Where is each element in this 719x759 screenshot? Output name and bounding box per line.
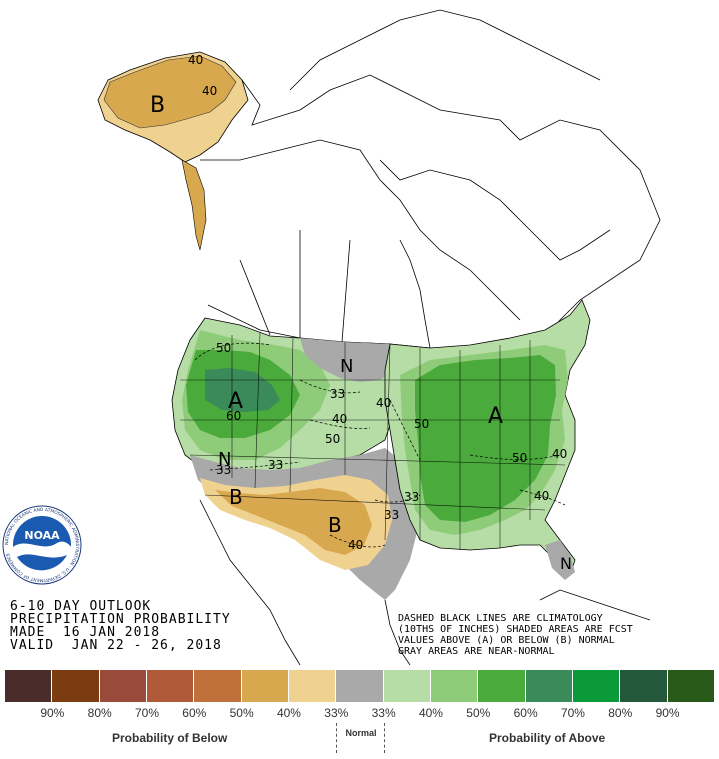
- legend-percent-labels: 90% 80% 70% 60% 50% 40% 33% 33% 40% 50% 60% 70% 80% 9…: [5, 706, 715, 720]
- legend-normal-label: Normal: [345, 728, 377, 738]
- legend-percent: 33%: [324, 706, 349, 720]
- legend-swatch: [572, 670, 621, 702]
- noaa-logo-text: NOAA: [24, 529, 60, 542]
- map-labels: B 40 40 50 A 60 N 33 40 50 N 33 33 B B 4…: [150, 53, 572, 573]
- product-made-date: MADE 16 JAN 2018: [10, 625, 161, 640]
- legend-percent: 60%: [513, 706, 538, 720]
- west-60-label: 60: [226, 409, 241, 423]
- legend-swatch: [146, 670, 195, 702]
- product-title-line-2: PRECIPITATION PROBABILITY: [10, 612, 231, 627]
- se-40-label: 40: [534, 489, 549, 503]
- mw-40-label: 40: [376, 396, 391, 410]
- legend-percent: 80%: [87, 706, 112, 720]
- legend-swatch: [52, 670, 100, 702]
- sw-33-label-2: 33: [268, 458, 283, 472]
- precipitation-outlook-map: B 40 40 50 A 60 N 33 40 50 N 33 33 B B 4…: [2, 9, 661, 665]
- east-40-label: 40: [552, 447, 567, 461]
- legend-percent: 50%: [466, 706, 491, 720]
- legend-swatch: [336, 670, 384, 702]
- note-line: GRAY AREAS ARE NEAR-NORMAL: [398, 646, 555, 657]
- legend-swatch: [383, 670, 431, 702]
- legend-swatch: [430, 670, 479, 702]
- legend-percent: 40%: [418, 706, 443, 720]
- tx-33-label-1: 33: [384, 508, 399, 522]
- note-line: VALUES ABOVE (A) OR BELOW (B) NORMAL: [398, 635, 615, 646]
- legend-swatch: [667, 670, 715, 702]
- legend-percent: 40%: [276, 706, 301, 720]
- legend-percent: 70%: [560, 706, 585, 720]
- legend-swatch: [194, 670, 242, 702]
- legend-percent: 33%: [371, 706, 396, 720]
- alaska-b-label: B: [150, 93, 165, 118]
- east-a-label: A: [488, 404, 503, 429]
- west-a-label: A: [228, 389, 243, 414]
- alaska-40-label-1: 40: [188, 53, 203, 67]
- sw-n-label: N: [218, 449, 231, 470]
- note-line: DASHED BLACK LINES ARE CLIMATOLOGY: [398, 613, 603, 624]
- legend-percent: 90%: [40, 706, 65, 720]
- plains-50-label: 50: [325, 432, 340, 446]
- legend-swatch: [99, 670, 147, 702]
- conus-region: [171, 299, 651, 665]
- east-50-label: 50: [512, 451, 527, 465]
- fl-n-label: N: [560, 554, 572, 573]
- product-info: 6-10 DAY OUTLOOK PRECIPITATION PROBABILI…: [10, 600, 231, 652]
- map-notes: DASHED BLACK LINES ARE CLIMATOLOGY (10TH…: [398, 613, 633, 657]
- tx-b-label: B: [328, 513, 342, 537]
- legend-percent: 50%: [229, 706, 254, 720]
- legend-swatch: [620, 670, 668, 702]
- legend-percent: 70%: [134, 706, 159, 720]
- product-valid-range: VALID JAN 22 - 26, 2018: [10, 638, 222, 653]
- tx-33-label-2: 33: [404, 490, 419, 504]
- normal-divider-right: [384, 723, 385, 753]
- product-title-line-1: 6-10 DAY OUTLOOK: [10, 599, 152, 614]
- legend-below-label: Probability of Below: [112, 731, 228, 745]
- noaa-logo: NOAA NATIONAL OCEANIC AND ATMOSPHERIC AD…: [2, 505, 82, 585]
- sw-33-label-1: 33: [216, 463, 231, 477]
- legend-percent: 90%: [655, 706, 680, 720]
- sw-b-label: B: [229, 485, 243, 509]
- alaska-region: [97, 51, 249, 251]
- probability-legend: [5, 670, 715, 702]
- legend-swatch: [478, 670, 526, 702]
- legend-percent: 60%: [182, 706, 207, 720]
- normal-divider-left: [336, 723, 337, 753]
- legend-swatch: [241, 670, 289, 702]
- legend-above-label: Probability of Above: [489, 731, 606, 745]
- tx-40-label: 40: [348, 538, 363, 552]
- legend-swatch: [5, 670, 53, 702]
- note-line: (10THS OF INCHES) SHADED AREAS ARE FCST: [398, 624, 633, 635]
- legend-swatch: [525, 670, 573, 702]
- alaska-40-label-2: 40: [202, 84, 217, 98]
- plains-33-label: 33: [330, 387, 345, 401]
- legend-percent: 80%: [608, 706, 633, 720]
- plains-40-label: 40: [332, 412, 347, 426]
- west-50-label: 50: [216, 341, 231, 355]
- legend-swatch: [288, 670, 337, 702]
- plains-n-label: N: [340, 356, 353, 377]
- mw-50-label: 50: [414, 417, 429, 431]
